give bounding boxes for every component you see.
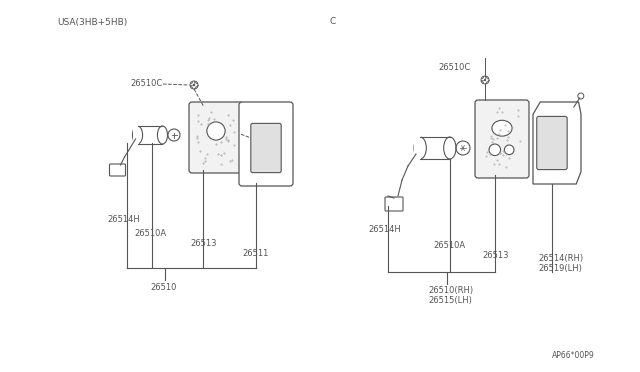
Bar xyxy=(420,137,450,159)
FancyBboxPatch shape xyxy=(537,116,567,170)
Text: C: C xyxy=(330,17,336,26)
Circle shape xyxy=(193,84,195,86)
Text: 26510A: 26510A xyxy=(433,241,465,250)
Text: 26519(LH): 26519(LH) xyxy=(538,263,582,273)
Text: 26510A: 26510A xyxy=(134,228,166,237)
Circle shape xyxy=(484,79,486,81)
Text: 26513: 26513 xyxy=(482,250,509,260)
FancyBboxPatch shape xyxy=(109,164,125,176)
Text: USA(3HB+5HB): USA(3HB+5HB) xyxy=(57,17,127,26)
Text: 26514H: 26514H xyxy=(368,225,401,234)
Text: 26515(LH): 26515(LH) xyxy=(429,295,472,305)
FancyBboxPatch shape xyxy=(251,124,281,173)
FancyBboxPatch shape xyxy=(239,102,293,186)
Text: 26510(RH): 26510(RH) xyxy=(429,286,474,295)
Ellipse shape xyxy=(207,122,225,140)
Ellipse shape xyxy=(492,120,512,136)
Text: 26510C: 26510C xyxy=(130,80,163,89)
Bar xyxy=(138,126,163,144)
Text: 26511: 26511 xyxy=(242,250,268,259)
FancyBboxPatch shape xyxy=(475,100,529,178)
Text: AP66*00P9: AP66*00P9 xyxy=(552,351,595,360)
Text: 26510: 26510 xyxy=(150,282,177,292)
Bar xyxy=(132,125,138,145)
Text: 26513: 26513 xyxy=(190,240,216,248)
Text: 26514(RH): 26514(RH) xyxy=(538,253,583,263)
Text: 26510C: 26510C xyxy=(438,64,470,73)
FancyBboxPatch shape xyxy=(385,197,403,211)
Polygon shape xyxy=(533,102,581,184)
Bar xyxy=(414,136,421,160)
FancyBboxPatch shape xyxy=(189,102,243,173)
Circle shape xyxy=(489,144,500,155)
Circle shape xyxy=(504,145,514,155)
Text: 26514H: 26514H xyxy=(107,215,140,224)
